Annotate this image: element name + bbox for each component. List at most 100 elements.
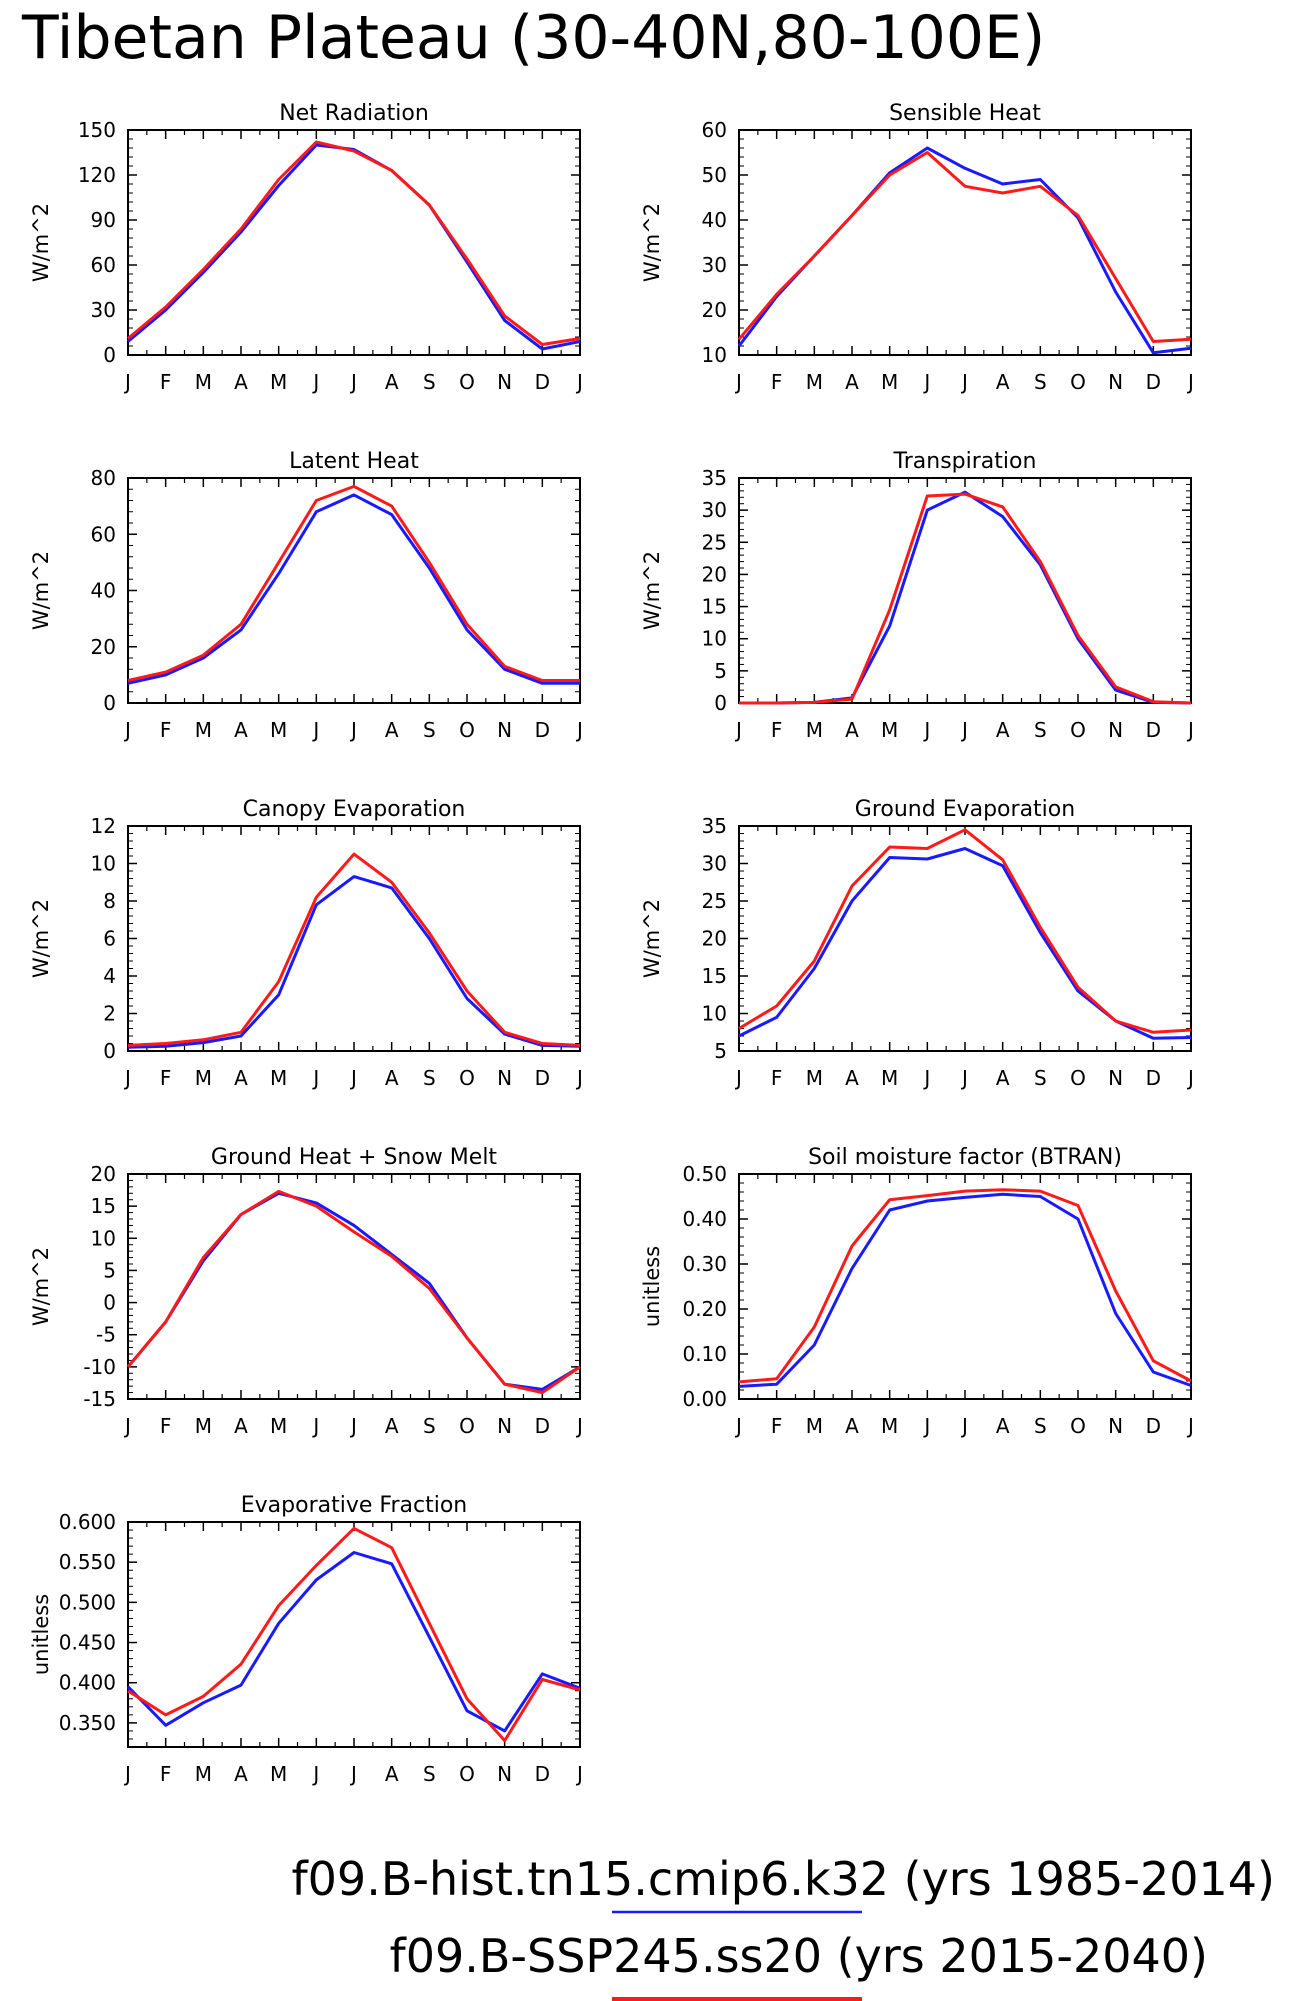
panel-4: J F M A M J J A S O N D J05101520253035Transpiration… — [640, 449, 1194, 742]
y-tick-label: 15 — [702, 964, 727, 988]
x-tick-label: J — [960, 370, 968, 394]
x-tick-label: A — [845, 370, 859, 394]
series-line-2 — [127, 1526, 581, 1743]
x-tick-label: S — [1034, 1414, 1047, 1438]
x-tick-label: F — [160, 1762, 172, 1786]
x-tick-label: S — [423, 718, 436, 742]
y-axis-label: W/m^2 — [640, 551, 664, 630]
x-tick-label: J — [734, 718, 742, 742]
y-tick-label: 0.350 — [59, 1711, 116, 1735]
x-tick-label: M — [881, 370, 898, 394]
series-line-2 — [127, 140, 581, 346]
x-tick-label: D — [1146, 718, 1161, 742]
x-tick-label: J — [311, 370, 319, 394]
y-tick-label: 0.550 — [59, 1550, 116, 1574]
y-tick-label: 90 — [91, 208, 116, 232]
figure-title: Tibetan Plateau (30-40N,80-100E) — [21, 3, 1045, 73]
x-tick-label: N — [497, 718, 512, 742]
x-tick-label: S — [423, 1066, 436, 1090]
x-tick-label: A — [234, 370, 248, 394]
x-tick-label: J — [734, 370, 742, 394]
panel-title: Transpiration — [893, 449, 1037, 474]
x-tick-label: D — [1146, 1066, 1161, 1090]
x-tick-label: O — [459, 1066, 475, 1090]
y-tick-label: 10 — [702, 1002, 727, 1026]
plot-frame — [127, 1173, 581, 1400]
x-tick-label: D — [535, 718, 550, 742]
plot-frame — [738, 825, 1192, 1052]
y-tick-label: 20 — [702, 562, 727, 586]
x-tick-label: D — [535, 1762, 550, 1786]
y-tick-label: 30 — [702, 498, 727, 522]
x-tick-label: J — [123, 718, 131, 742]
x-tick-label: N — [1108, 1066, 1123, 1090]
x-tick-label: J — [922, 1066, 930, 1090]
x-tick-label: A — [845, 718, 859, 742]
x-tick-label: O — [1070, 1066, 1086, 1090]
x-tick-label: J — [922, 718, 930, 742]
x-tick-label: O — [459, 718, 475, 742]
x-tick-label: J — [734, 1066, 742, 1090]
y-tick-label: 15 — [702, 595, 727, 619]
y-tick-label: -5 — [96, 1323, 116, 1347]
plot-frame — [127, 825, 581, 1052]
x-tick-label: D — [535, 1414, 550, 1438]
x-tick-label: D — [535, 370, 550, 394]
x-tick-label: J — [575, 370, 583, 394]
x-tick-label: A — [234, 1066, 248, 1090]
y-tick-label: 20 — [91, 1162, 116, 1186]
series-line-2 — [738, 1188, 1192, 1384]
panel-title: Sensible Heat — [889, 101, 1041, 126]
x-tick-label: A — [234, 1414, 248, 1438]
x-tick-label: J — [575, 1414, 583, 1438]
x-tick-label: J — [1186, 1414, 1194, 1438]
x-tick-label: F — [771, 1066, 783, 1090]
x-tick-label: S — [423, 1414, 436, 1438]
series-line-2 — [739, 492, 1192, 705]
y-tick-label: 15 — [91, 1194, 116, 1218]
x-tick-label: M — [806, 1066, 823, 1090]
series-line-1 — [127, 493, 580, 685]
x-tick-label: D — [1146, 1414, 1161, 1438]
x-tick-label: J — [349, 1066, 357, 1090]
x-tick-label: S — [1034, 718, 1047, 742]
panel-title: Canopy Evaporation — [243, 797, 466, 822]
plot-frame — [738, 1173, 1192, 1400]
x-tick-label: M — [195, 1414, 212, 1438]
y-tick-label: 4 — [103, 964, 116, 988]
x-tick-label: M — [270, 1762, 287, 1786]
x-tick-label: M — [806, 1414, 823, 1438]
y-tick-label: 10 — [91, 1226, 116, 1250]
x-tick-label: D — [1146, 370, 1161, 394]
y-tick-label: 40 — [91, 579, 116, 603]
y-tick-label: 0.20 — [682, 1297, 727, 1321]
y-tick-label: 40 — [702, 208, 727, 232]
legend: f09.B-hist.tn15.cmip6.k32 (yrs 1985-2014… — [291, 1852, 1275, 2001]
y-axis-label: W/m^2 — [640, 203, 664, 282]
y-axis-label: W/m^2 — [29, 203, 53, 282]
y-tick-label: -10 — [83, 1355, 116, 1379]
x-tick-label: M — [270, 370, 287, 394]
x-tick-label: M — [270, 1066, 287, 1090]
y-tick-label: 5 — [103, 1258, 116, 1282]
x-tick-label: F — [160, 1066, 172, 1090]
x-tick-label: A — [385, 1414, 399, 1438]
y-tick-label: 35 — [702, 814, 727, 838]
y-tick-label: 120 — [78, 163, 116, 187]
y-tick-label: 50 — [702, 163, 727, 187]
x-tick-label: O — [459, 1762, 475, 1786]
y-tick-label: 10 — [702, 343, 727, 367]
panel-title: Evaporative Fraction — [241, 1493, 467, 1518]
x-tick-label: F — [771, 1414, 783, 1438]
x-tick-label: J — [1186, 1066, 1194, 1090]
panel-title: Net Radiation — [279, 101, 429, 126]
y-tick-label: 2 — [103, 1002, 116, 1026]
legend-entry-1-text: f09.B-hist.tn15.cmip6.k32 (yrs 1985-2014… — [291, 1852, 1275, 1906]
y-tick-label: 30 — [702, 253, 727, 277]
y-tick-label: 60 — [91, 522, 116, 546]
y-tick-label: 10 — [702, 627, 727, 651]
series-line-1 — [738, 1192, 1192, 1388]
